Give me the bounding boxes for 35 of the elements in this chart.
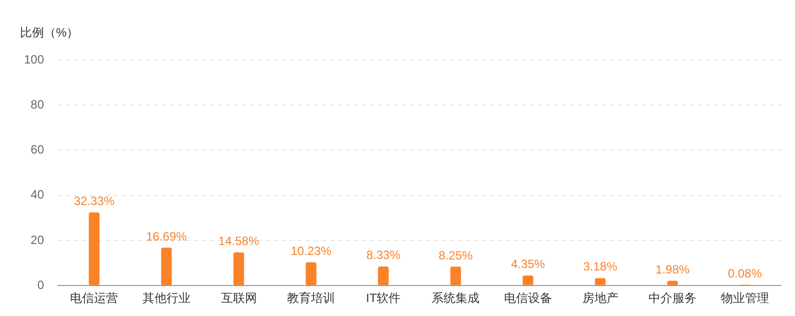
- data-label: 8.25%: [438, 248, 473, 262]
- data-label: 14.58%: [218, 234, 260, 248]
- y-tick-label: 100: [24, 52, 44, 66]
- data-label: 16.69%: [146, 229, 188, 244]
- bar: [378, 266, 389, 286]
- x-tick-label: IT软件: [366, 291, 401, 306]
- data-label: 4.35%: [510, 257, 546, 272]
- y-axis-title: 比例（%）: [20, 25, 79, 40]
- y-tick-label: 40: [30, 188, 44, 202]
- y-tick-label: 0: [37, 278, 44, 292]
- x-tick-label: 电信运营: [70, 291, 118, 306]
- x-tick-label: 系统集成: [432, 291, 480, 306]
- bar: [88, 212, 100, 286]
- x-tick-label: 物业管理: [720, 291, 769, 306]
- data-label: 3.18%: [583, 260, 618, 274]
- bar: [450, 266, 461, 286]
- bar: [161, 248, 172, 286]
- y-tick-label: 60: [30, 142, 44, 157]
- y-tick-label: 20: [30, 232, 44, 247]
- x-tick-label: 电信设备: [504, 291, 552, 306]
- x-tick-label: 中介服务: [648, 291, 697, 306]
- x-tick-label: 房地产: [582, 291, 618, 306]
- data-label: 32.33%: [74, 194, 115, 208]
- bar: [522, 275, 534, 286]
- data-label: 1.98%: [656, 262, 690, 276]
- data-label: 10.23%: [290, 244, 332, 258]
- x-tick-label: 互联网: [220, 291, 257, 306]
- bar: [306, 262, 316, 286]
- data-label: 0.08%: [728, 266, 762, 281]
- bar: [233, 252, 244, 286]
- x-tick-label: 其他行业: [142, 291, 190, 306]
- bar: [594, 278, 606, 286]
- y-tick-label: 80: [30, 97, 44, 112]
- x-tick-label: 教育培训: [287, 291, 336, 306]
- data-label: 8.33%: [366, 248, 401, 262]
